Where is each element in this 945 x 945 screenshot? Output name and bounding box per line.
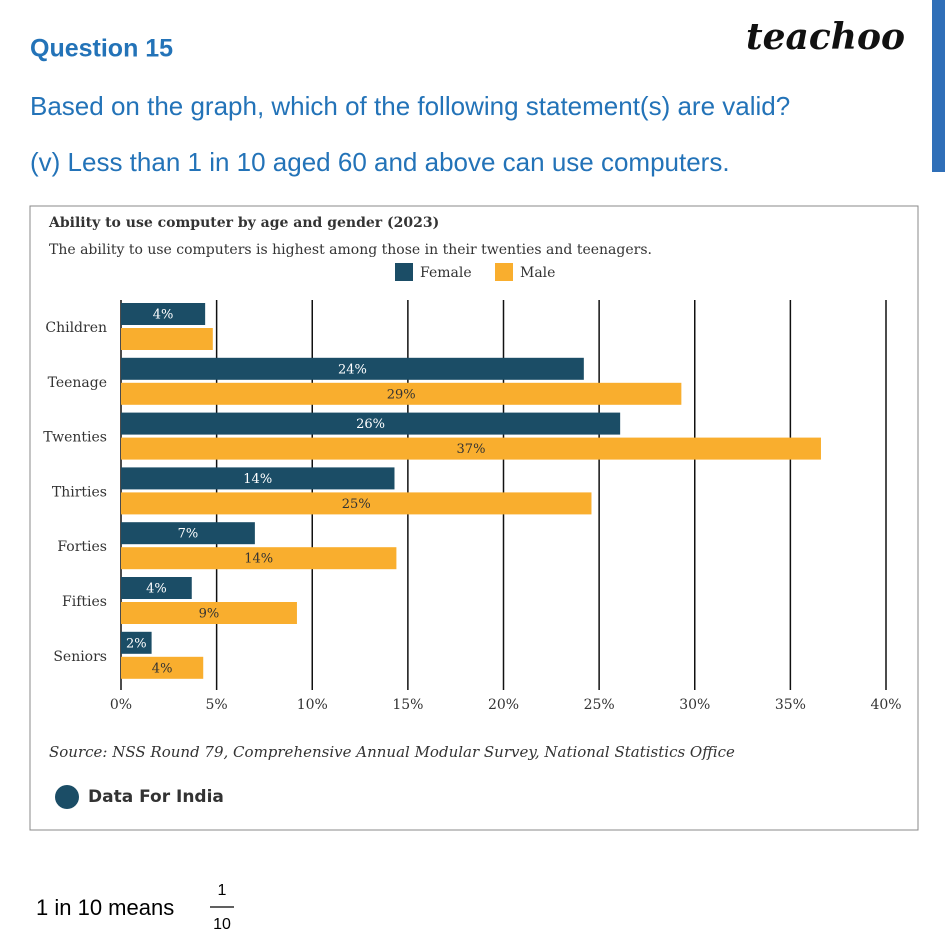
chart-title: Ability to use computer by age and gende…	[48, 215, 439, 231]
bar	[121, 602, 297, 624]
x-tick-label: 40%	[870, 697, 901, 713]
footer-text: 1 in 10 means	[36, 895, 174, 920]
logo-icon	[55, 785, 79, 809]
denominator: 10	[213, 916, 231, 933]
value-label: 29%	[387, 387, 416, 402]
x-tick-label: 0%	[110, 697, 132, 713]
y-tick-label: Children	[45, 320, 107, 336]
bar	[121, 577, 192, 599]
y-tick-label: Fifties	[62, 594, 107, 610]
bar	[121, 303, 206, 325]
chart-frame	[29, 205, 919, 831]
logo-text: Data For India	[88, 787, 224, 807]
x-tick-label: 35%	[775, 697, 806, 713]
prompt: Based on the graph, which of the followi…	[30, 91, 790, 121]
bar	[121, 656, 204, 679]
y-tick-label: Teenage	[48, 375, 107, 391]
value-label: 26%	[356, 417, 385, 432]
bar	[121, 357, 584, 380]
legend-swatch	[495, 263, 513, 281]
y-tick-label: Twenties	[43, 430, 107, 446]
value-label: 7%	[178, 527, 199, 542]
brand: teachoo	[746, 16, 905, 58]
x-tick-label: 5%	[206, 697, 228, 713]
bar	[121, 492, 592, 515]
legend-swatch	[395, 263, 413, 281]
bar	[121, 467, 395, 490]
value-label: 4%	[153, 308, 174, 323]
side-bar	[932, 0, 945, 172]
x-tick-label: 10%	[297, 697, 328, 713]
bar	[121, 547, 397, 570]
x-tick-label: 20%	[488, 697, 519, 713]
x-tick-label: 25%	[584, 697, 615, 713]
source: Source: NSS Round 79, Comprehensive Annu…	[49, 743, 735, 761]
chart-subtitle: The ability to use computers is highest …	[49, 242, 652, 258]
bar	[121, 328, 213, 350]
y-tick-label: Thirties	[52, 484, 107, 500]
value-label: 4%	[146, 582, 167, 597]
bar	[121, 522, 255, 545]
value-label: 37%	[457, 442, 486, 457]
statement: (v) Less than 1 in 10 aged 60 and above …	[30, 147, 730, 177]
question-number: Question 15	[30, 35, 173, 63]
bar	[121, 382, 682, 405]
value-label: 24%	[338, 362, 367, 377]
x-tick-label: 15%	[392, 697, 423, 713]
bar	[121, 631, 152, 654]
value-label: 25%	[342, 497, 371, 512]
value-label: 2%	[126, 636, 147, 651]
legend-label: Male	[520, 265, 555, 281]
value-label: 4%	[152, 661, 173, 676]
x-tick-label: 30%	[679, 697, 710, 713]
bar	[121, 412, 621, 435]
numerator: 1	[218, 882, 227, 899]
value-label: 14%	[243, 472, 272, 487]
bar	[121, 437, 821, 460]
y-tick-label: Seniors	[53, 649, 107, 665]
legend-label: Female	[420, 265, 472, 281]
value-label: 9%	[199, 607, 220, 622]
y-tick-label: Forties	[57, 539, 107, 555]
value-label: 14%	[244, 552, 273, 567]
